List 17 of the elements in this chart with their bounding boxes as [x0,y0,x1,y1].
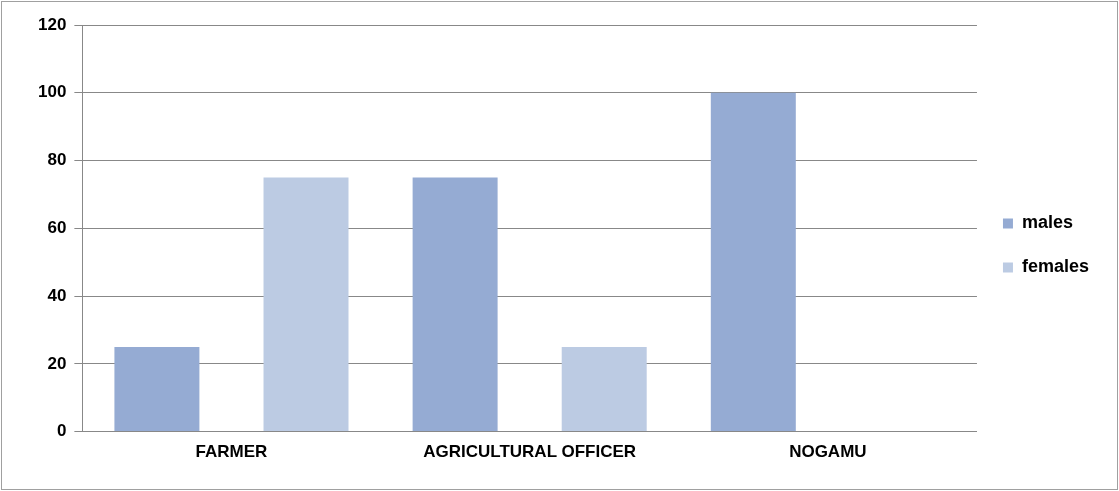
y-tick-label: 20 [47,353,67,373]
bar [263,177,349,432]
legend-label: males [1021,212,1073,233]
y-tick-label: 100 [37,82,67,102]
legend-label: females [1021,256,1089,277]
x-tick-label: FARMER [195,442,268,462]
bar [710,92,796,432]
x-tick-label: NOGAMU [789,442,867,462]
y-tick-label: 0 [56,421,67,441]
bar [412,177,498,432]
y-tick-label: 60 [47,217,67,237]
y-tick-label: 120 [37,14,67,34]
bar [114,346,200,432]
y-tick-label: 40 [47,285,67,305]
y-tick-label: 80 [47,150,67,170]
bar [561,346,647,432]
x-tick-label: AGRICULTURAL OFFICER [423,442,637,462]
